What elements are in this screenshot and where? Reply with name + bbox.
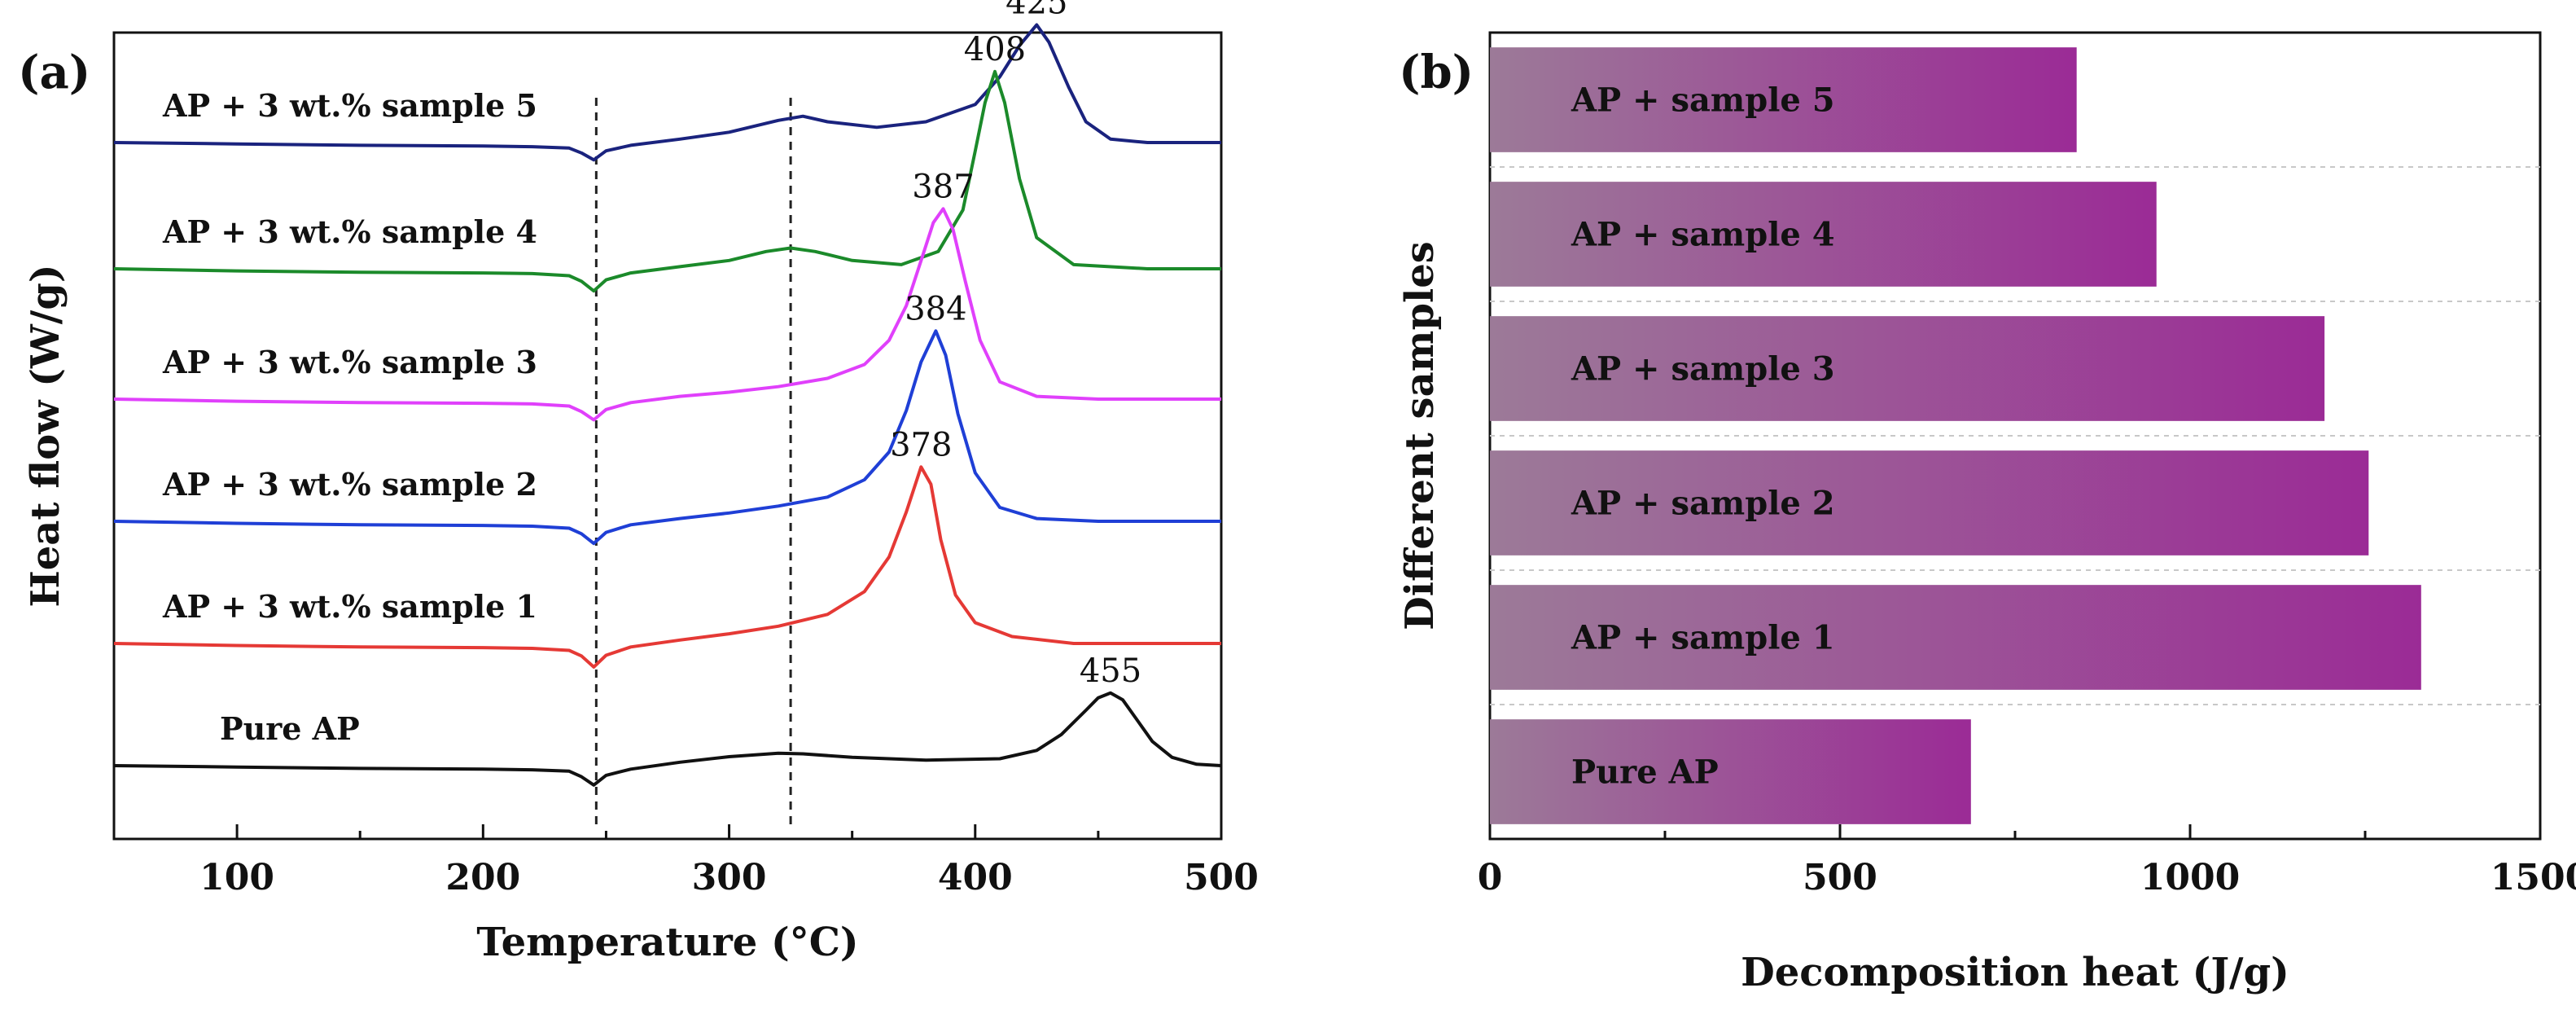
panel-a-peak-label: 408	[964, 31, 1026, 68]
panel-a-series-name-label: AP + 3 wt.% sample 5	[162, 87, 537, 124]
panel-a-peak-label: 387	[912, 168, 974, 205]
panel-a-x-axis-title: Temperature (°C)	[476, 920, 858, 965]
panel-a-series-labels: 425 AP + 3 wt.% sample 5 408 AP + 3 wt.% sa…	[162, 0, 1141, 747]
panel-b-bar	[1490, 450, 2369, 556]
panel-b-bar-label: AP + sample 1	[1571, 619, 1835, 657]
panel-a-series-name-label: AP + 3 wt.% sample 1	[162, 588, 537, 625]
panel-b-x-axis-title: Decomposition heat (J/g)	[1741, 950, 2289, 995]
panel-a-x-tick-label: 200	[445, 857, 520, 898]
panel-b-bar	[1490, 316, 2325, 421]
panel-b-y-axis-title: Different samples	[1397, 241, 1443, 630]
panel-a-label: (a)	[18, 46, 90, 99]
panel-a-peak-label: 378	[890, 426, 952, 463]
panel-b-x-axis-ticks: 0 500 1000 1500	[1478, 824, 2576, 898]
panel-a-peak-label: 455	[1080, 652, 1141, 690]
panel-b-bar-label: AP + sample 3	[1571, 350, 1835, 389]
panel-b-bars: AP + sample 5 AP + sample 4 AP + sample 3 A…	[1490, 47, 2421, 824]
panel-a-peak-label: 384	[905, 290, 966, 327]
panel-a-x-tick-label: 500	[1184, 857, 1259, 898]
panel-b-bar	[1490, 182, 2157, 287]
panel-b-bar	[1490, 47, 2077, 152]
panel-a-x-tick-label: 300	[692, 857, 767, 898]
panel-a-series-line	[113, 23, 1221, 162]
panel-b-bar	[1490, 585, 2421, 690]
decomposition-heat-panel: (b) AP + sample 5AP + sample 4AP + sampl…	[1397, 31, 2576, 995]
panel-b-x-tick-label: 1000	[2140, 857, 2240, 898]
panel-a-peak-label: 425	[1005, 0, 1067, 22]
panel-a-series-line	[113, 691, 1222, 787]
panel-b-bar-label: Pure AP	[1571, 753, 1719, 792]
panel-b-bar-label: AP + sample 5	[1571, 81, 1835, 120]
panel-a-series-line	[113, 465, 1221, 669]
panel-a-y-axis-title: Heat flow (W/g)	[23, 264, 68, 607]
panel-a-x-tick-label: 100	[199, 857, 274, 898]
panel-a-series-name-label: AP + 3 wt.% sample 2	[162, 466, 537, 503]
panel-a-series-line	[113, 329, 1221, 546]
panel-a-x-tick-label: 400	[938, 857, 1013, 898]
panel-a-series-line	[113, 207, 1221, 422]
panel-a-series-line	[113, 69, 1221, 293]
panel-b-bar-label: AP + sample 4	[1571, 216, 1835, 254]
panel-a-reference-lines	[594, 98, 792, 831]
panel-b-bar	[1490, 719, 1971, 824]
panel-b-x-tick-label: 1500	[2491, 857, 2576, 898]
panel-a-series-name-label: AP + 3 wt.% sample 4	[162, 213, 537, 250]
panel-a-frame	[112, 31, 1223, 841]
panel-a-series-group	[113, 23, 1222, 787]
panel-a-x-axis-ticks: 100 200 300 400 500	[112, 824, 1259, 898]
panel-b-label: (b)	[1399, 46, 1474, 99]
panel-a-series-name-label: Pure AP	[220, 710, 360, 747]
panel-b-x-tick-label: 500	[1803, 857, 1877, 898]
panel-b-bar-label: AP + sample 2	[1571, 485, 1835, 523]
dsc-curves-panel: (a) 100 200 300 400 500 425 AP + 3 wt.% sampl…	[18, 0, 1259, 965]
panel-a-series-name-label: AP + 3 wt.% sample 3	[162, 344, 537, 380]
panel-b-x-tick-label: 0	[1478, 857, 1503, 898]
